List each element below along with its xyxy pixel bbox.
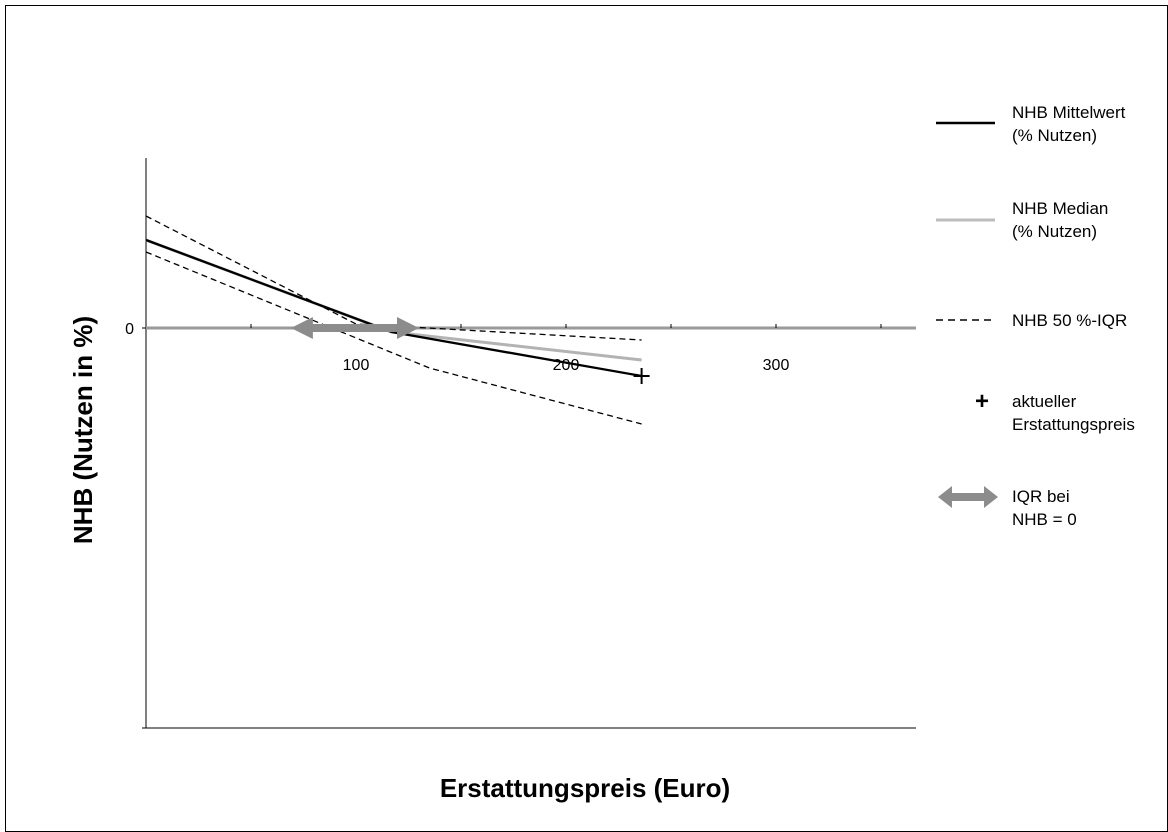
legend-arrow-label-line1: IQR bei — [1012, 487, 1070, 506]
x-tick-label: 300 — [763, 357, 790, 374]
legend-price-symbol: + — [975, 388, 989, 415]
y-tick-label: 0 — [125, 321, 134, 338]
current-price-marker — [633, 368, 650, 384]
x-axis-title: Erstattungspreis (Euro) — [440, 773, 730, 803]
legend-iqr-label: NHB 50 %-IQR — [1012, 311, 1127, 330]
x-tick-label: 100 — [343, 357, 370, 374]
series-line-median — [145, 238, 642, 362]
series-line-iqr-lower — [145, 251, 642, 425]
legend-arrow-icon — [938, 486, 998, 508]
y-axis-title: NHB (Nutzen in %) — [68, 316, 98, 544]
legend-arrow-label-line2: NHB = 0 — [1012, 510, 1077, 529]
series-line-iqr-upper — [145, 215, 642, 341]
legend-price-label-line1: aktueller — [1012, 392, 1077, 411]
legend-price-label-line2: Erstattungspreis — [1012, 415, 1135, 434]
legend-median-label-line2: (% Nutzen) — [1012, 222, 1097, 241]
markers-layer — [290, 317, 650, 384]
legend: NHB Mittelwert (% Nutzen) NHB Median (% … — [936, 103, 1135, 529]
series-line-mean — [145, 238, 642, 378]
y-ticks: 0 — [125, 321, 146, 729]
legend-mean-label-line2: (% Nutzen) — [1012, 126, 1097, 145]
legend-mean-label-line1: NHB Mittelwert — [1012, 103, 1126, 122]
chart-frame — [5, 5, 1168, 832]
iqr-at-zero-arrow — [290, 317, 419, 339]
series-layer — [145, 215, 642, 425]
legend-median-label-line1: NHB Median — [1012, 199, 1108, 218]
